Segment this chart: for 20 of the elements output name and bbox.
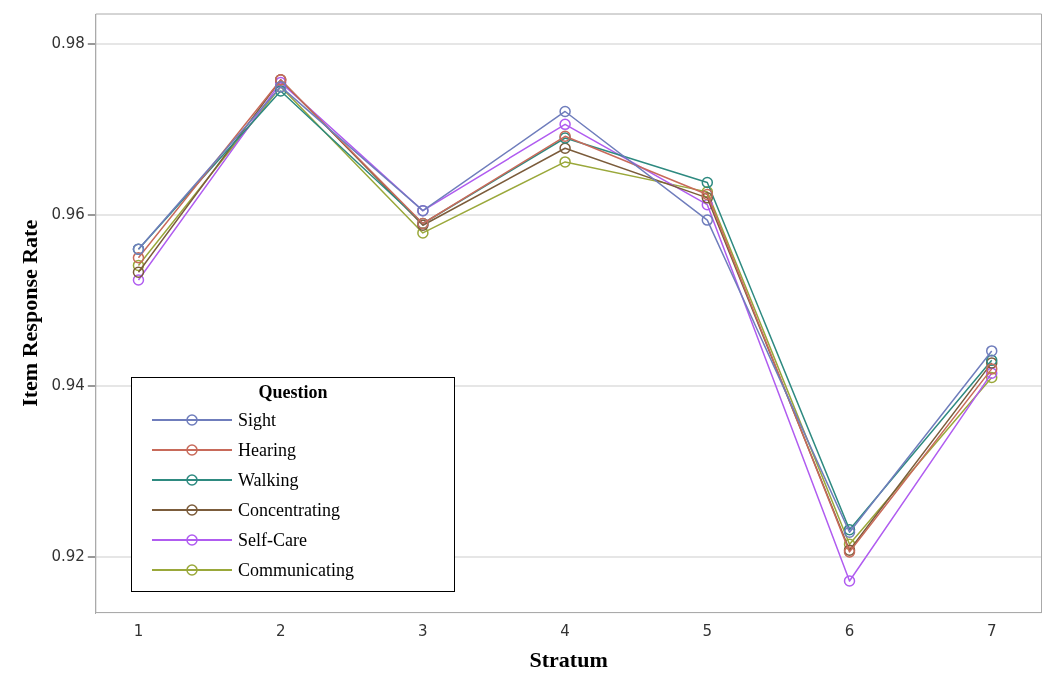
y-tick-label: 0.96 bbox=[51, 204, 85, 223]
legend-label: Concentrating bbox=[238, 499, 340, 521]
y-tick-label: 0.98 bbox=[51, 33, 85, 52]
legend-title: Question bbox=[257, 382, 329, 403]
x-tick-label: 4 bbox=[560, 622, 570, 641]
x-tick-label: 2 bbox=[275, 622, 286, 641]
x-tick-label: 1 bbox=[133, 622, 144, 641]
x-axis-title: Stratum bbox=[529, 647, 608, 673]
y-axis-title: Item Response Rate bbox=[16, 219, 42, 407]
legend-label: Self-Care bbox=[238, 529, 307, 551]
y-tick-label: 0.94 bbox=[51, 375, 85, 394]
legend-label: Sight bbox=[238, 409, 277, 431]
y-tick-label: 0.92 bbox=[51, 546, 85, 565]
x-tick-label: 5 bbox=[702, 622, 713, 641]
legend-label: Communicating bbox=[238, 559, 354, 581]
legend-label: Walking bbox=[238, 469, 299, 491]
x-tick-label: 6 bbox=[844, 622, 855, 641]
x-tick-label: 7 bbox=[986, 622, 997, 641]
legend-label: Hearing bbox=[238, 439, 296, 461]
x-tick-label: 3 bbox=[418, 622, 428, 641]
